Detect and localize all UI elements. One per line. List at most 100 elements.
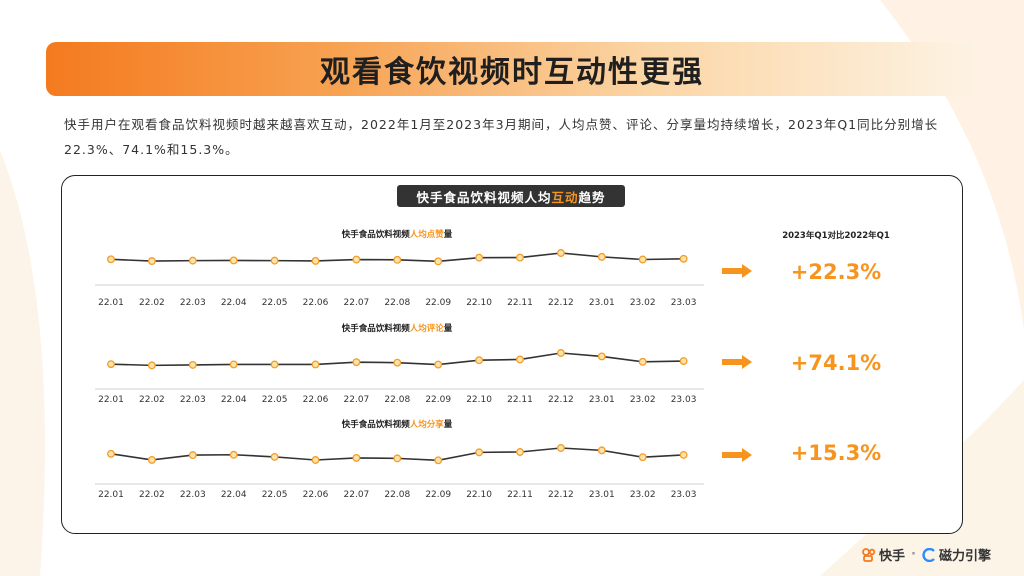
chart-title: 快手食品饮料视频人均评论量 bbox=[342, 323, 453, 334]
x-tick-label: 22.03 bbox=[180, 298, 206, 308]
data-point bbox=[679, 254, 688, 263]
x-tick-label: 23.02 bbox=[630, 298, 656, 308]
data-point bbox=[107, 360, 115, 369]
x-tick-label: 22.10 bbox=[466, 298, 492, 308]
kuaishou-logo-icon bbox=[862, 547, 876, 562]
x-tick-label: 22.08 bbox=[384, 395, 410, 405]
chart-title-prefix: 快手食品饮料视频 bbox=[342, 419, 411, 430]
data-point bbox=[597, 446, 606, 455]
arrow-shape bbox=[722, 448, 752, 462]
right-arrow-icon bbox=[722, 448, 752, 462]
x-tick-label: 22.12 bbox=[548, 490, 574, 500]
data-point bbox=[270, 256, 279, 265]
data-point bbox=[556, 444, 565, 452]
footer-logos: 快手 · 磁力引擎 bbox=[862, 545, 991, 564]
x-tick-label: 22.03 bbox=[180, 395, 206, 405]
x-tick-label: 22.12 bbox=[548, 395, 574, 405]
chart-title-suffix: 量 bbox=[444, 419, 453, 430]
cili-logo-icon bbox=[922, 547, 936, 562]
chart-1: 快手食品饮料视频人均点赞量 22.01 22.02 22.03 22.04 22.05 22… bbox=[95, 229, 881, 308]
x-tick-label: 22.01 bbox=[98, 395, 124, 405]
chart-title-highlight: 人均点赞 bbox=[410, 229, 445, 240]
data-point bbox=[352, 453, 361, 462]
right-arrow-icon bbox=[722, 264, 752, 278]
x-tick-label: 23.02 bbox=[630, 395, 656, 405]
data-point bbox=[475, 356, 484, 365]
data-point bbox=[516, 253, 524, 262]
x-tick-label: 22.06 bbox=[303, 395, 329, 405]
data-point bbox=[434, 360, 443, 369]
data-point bbox=[229, 360, 238, 369]
x-tick-label: 22.08 bbox=[384, 490, 410, 500]
x-tick-label: 23.03 bbox=[671, 490, 697, 500]
panel-title-highlight: 互动 bbox=[551, 189, 579, 205]
chart-title-highlight: 人均分享 bbox=[410, 419, 445, 430]
x-tick-label: 22.07 bbox=[344, 490, 370, 500]
data-point bbox=[556, 349, 565, 357]
growth-value: +15.3% bbox=[791, 441, 881, 465]
panel-title-suffix: 趋势 bbox=[578, 189, 606, 205]
x-tick-label: 23.01 bbox=[589, 298, 615, 308]
data-point bbox=[393, 454, 402, 463]
data-point bbox=[556, 249, 565, 257]
panel-title: 快手食品饮料视频人均 互动 趋势 bbox=[397, 185, 625, 207]
x-tick-label: 22.08 bbox=[384, 298, 410, 308]
x-tick-label: 23.03 bbox=[671, 395, 697, 405]
data-point bbox=[229, 450, 238, 459]
data-point bbox=[352, 358, 361, 367]
chart-title: 快手食品饮料视频人均点赞量 bbox=[342, 229, 453, 240]
chart-title-prefix: 快手食品饮料视频 bbox=[342, 229, 411, 240]
data-point bbox=[475, 448, 484, 457]
chart-3: 快手食品饮料视频人均分享量 22.01 22.02 22.03 22.04 22.05 22… bbox=[95, 419, 881, 500]
data-point bbox=[475, 253, 484, 262]
x-tick-label: 23.01 bbox=[589, 490, 615, 500]
x-tick-label: 22.11 bbox=[507, 490, 533, 500]
data-point bbox=[679, 357, 688, 365]
x-tick-label: 22.01 bbox=[98, 298, 124, 308]
x-tick-label: 22.06 bbox=[303, 490, 329, 500]
x-tick-label: 22.06 bbox=[303, 298, 329, 308]
data-point bbox=[434, 456, 443, 465]
x-tick-label: 22.02 bbox=[139, 395, 165, 405]
data-point bbox=[393, 358, 402, 367]
cili-logo-text: 磁力引擎 bbox=[938, 549, 991, 564]
data-point bbox=[188, 256, 197, 265]
x-tick-label: 22.04 bbox=[221, 490, 247, 500]
x-tick-label: 22.10 bbox=[466, 395, 492, 405]
data-point bbox=[188, 451, 197, 460]
data-point bbox=[107, 449, 115, 458]
data-point bbox=[147, 361, 156, 370]
data-point bbox=[352, 255, 361, 264]
x-tick-label: 22.05 bbox=[262, 298, 288, 308]
arrow-shape bbox=[722, 264, 752, 278]
data-point bbox=[679, 450, 688, 459]
comparison-header: 2023年Q1对比2022年Q1 bbox=[782, 230, 890, 241]
chart-panel bbox=[61, 175, 963, 534]
x-tick-label: 22.04 bbox=[221, 298, 247, 308]
x-tick-label: 22.11 bbox=[507, 395, 533, 405]
x-tick-label: 22.01 bbox=[98, 490, 124, 500]
data-point bbox=[638, 453, 647, 462]
intro-text: 快手用户在观看食品饮料视频时越来越喜欢互动，2022年1月至2023年3月期间，… bbox=[64, 117, 939, 157]
logo-separator: · bbox=[911, 547, 916, 562]
x-tick-label: 22.03 bbox=[180, 490, 206, 500]
data-point bbox=[434, 257, 443, 266]
x-tick-label: 23.01 bbox=[589, 395, 615, 405]
x-tick-label: 22.11 bbox=[507, 298, 533, 308]
x-tick-label: 22.10 bbox=[466, 490, 492, 500]
chart-title-highlight: 人均评论 bbox=[410, 323, 445, 334]
data-point bbox=[393, 255, 402, 264]
arrow-shape bbox=[722, 355, 752, 369]
data-point bbox=[516, 448, 524, 456]
x-tick-label: 22.09 bbox=[425, 298, 451, 308]
chart-2: 快手食品饮料视频人均评论量 22.01 22.02 22.03 22.04 22.05 22… bbox=[95, 323, 881, 405]
x-tick-label: 22.04 bbox=[221, 395, 247, 405]
x-tick-label: 22.09 bbox=[425, 395, 451, 405]
right-arrow-icon bbox=[722, 355, 752, 369]
x-tick-label: 22.07 bbox=[344, 395, 370, 405]
growth-value: +74.1% bbox=[791, 351, 881, 375]
data-point bbox=[311, 360, 320, 369]
data-point bbox=[311, 256, 320, 265]
chart-title-suffix: 量 bbox=[444, 323, 453, 334]
data-point bbox=[270, 360, 279, 369]
